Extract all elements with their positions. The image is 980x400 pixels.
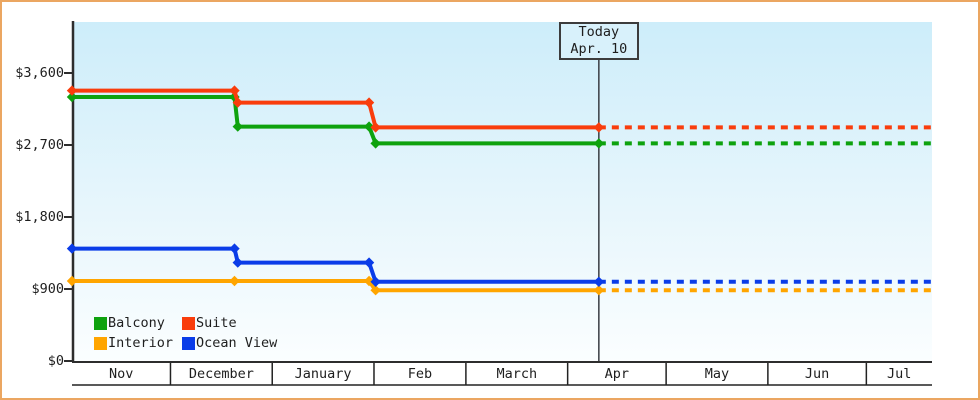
data-point-suite bbox=[66, 85, 78, 96]
month-cell-may: May bbox=[704, 366, 730, 382]
data-point-interior bbox=[363, 275, 375, 287]
legend: Balcony Suite Interior Ocean View bbox=[94, 313, 277, 353]
month-cell-feb: Feb bbox=[407, 366, 433, 382]
y-axis-label: $2,700 bbox=[15, 137, 64, 153]
month-cell-jul: Jul bbox=[886, 366, 912, 382]
data-point-interior bbox=[229, 275, 240, 287]
legend-swatch-suite bbox=[182, 316, 195, 330]
data-point-balcony bbox=[232, 121, 243, 132]
data-point-suite bbox=[229, 85, 240, 96]
y-axis-label: $0 bbox=[47, 353, 64, 369]
data-point-ocean-view bbox=[66, 243, 78, 254]
data-point-balcony bbox=[66, 91, 78, 103]
legend-row: Balcony Suite bbox=[94, 313, 270, 333]
month-cell-apr: Apr bbox=[604, 366, 630, 382]
legend-label: Interior bbox=[108, 335, 174, 351]
data-point-ocean-view bbox=[232, 257, 243, 268]
month-cell-january: January bbox=[294, 366, 352, 382]
series-line-suite bbox=[72, 88, 599, 130]
y-axis-label: $900 bbox=[31, 281, 64, 297]
legend-item-interior: Interior bbox=[94, 335, 182, 351]
month-cell-march: March bbox=[496, 366, 538, 382]
legend-label: Ocean View bbox=[196, 335, 278, 351]
y-axis-label: $3,600 bbox=[15, 65, 64, 81]
data-point-balcony bbox=[593, 138, 605, 149]
legend-item-balcony: Balcony bbox=[94, 315, 182, 331]
y-axis-label: $1,800 bbox=[15, 209, 64, 225]
data-point-balcony bbox=[363, 121, 375, 132]
today-marker-box: Today Apr. 10 bbox=[558, 22, 639, 60]
legend-label: Suite bbox=[196, 315, 237, 331]
legend-row: Interior Ocean View bbox=[94, 333, 277, 353]
data-point-ocean-view bbox=[370, 276, 381, 287]
month-cell-december: December bbox=[188, 366, 254, 382]
data-point-ocean-view bbox=[229, 243, 240, 254]
legend-label: Balcony bbox=[108, 315, 165, 331]
data-point-ocean-view bbox=[593, 276, 605, 287]
data-point-suite bbox=[232, 97, 243, 108]
series-line-balcony bbox=[72, 95, 599, 146]
month-cell-nov: Nov bbox=[109, 366, 134, 382]
data-point-ocean-view bbox=[363, 257, 375, 268]
data-point-suite bbox=[593, 122, 605, 133]
data-point-suite bbox=[370, 122, 381, 133]
data-point-interior bbox=[593, 285, 605, 296]
today-label: Today bbox=[578, 24, 620, 40]
legend-item-ocean-view: Ocean View bbox=[182, 335, 277, 351]
plot-area bbox=[74, 22, 932, 362]
data-point-interior bbox=[66, 275, 78, 287]
data-point-interior bbox=[370, 285, 381, 296]
legend-swatch-interior bbox=[94, 336, 107, 350]
data-point-balcony bbox=[370, 138, 381, 149]
legend-swatch-balcony bbox=[94, 316, 107, 330]
month-cell-jun: Jun bbox=[804, 366, 830, 382]
series-line-ocean-view bbox=[72, 246, 599, 284]
legend-swatch-ocean-view bbox=[182, 336, 195, 350]
legend-item-suite: Suite bbox=[182, 315, 270, 331]
data-point-suite bbox=[363, 97, 375, 108]
today-date: Apr. 10 bbox=[570, 41, 628, 57]
